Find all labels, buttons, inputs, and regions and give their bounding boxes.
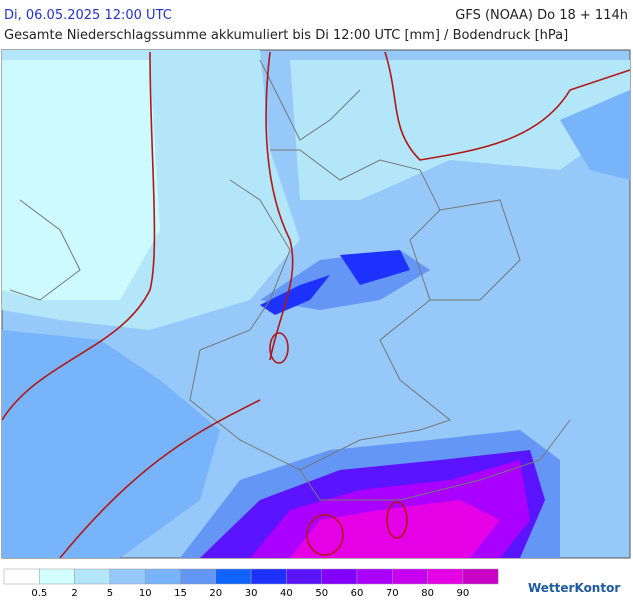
legend-swatch (74, 568, 111, 585)
legend-label: 0.5 (31, 588, 47, 599)
legend: 0.5 2 5 10 15 20 30 40 50 60 70 80 90 (3, 568, 499, 599)
legend-label: 5 (107, 588, 113, 599)
legend-label: 90 (457, 588, 470, 599)
header-datetime: Di, 06.05.2025 12:00 UTC (4, 8, 172, 23)
legend-swatch (286, 568, 322, 585)
legend-swatch (250, 568, 287, 585)
legend-swatch (3, 568, 40, 585)
legend-swatch (462, 568, 499, 585)
legend-label: 50 (315, 588, 328, 599)
legend-swatch (144, 568, 181, 585)
legend-swatch (39, 568, 75, 585)
legend-label: 20 (209, 588, 222, 599)
legend-label: 2 (71, 588, 77, 599)
legend-swatch (427, 568, 464, 585)
legend-swatch (215, 568, 252, 585)
header-title: Gesamte Niederschlagssumme akkumuliert b… (4, 28, 568, 43)
header-model: GFS (NOAA) Do 18 + 114h (455, 8, 628, 23)
legend-label: 15 (174, 588, 187, 599)
map (1, 49, 631, 559)
legend-label: 60 (351, 588, 364, 599)
brand: WetterKontor (528, 581, 620, 595)
legend-swatch (321, 568, 358, 585)
legend-swatch (356, 568, 393, 585)
legend-label: 40 (280, 588, 293, 599)
legend-label: 80 (421, 588, 434, 599)
legend-swatch (109, 568, 146, 585)
legend-swatch (180, 568, 217, 585)
legend-label: 70 (386, 588, 399, 599)
legend-swatch (392, 568, 428, 585)
legend-label: 10 (139, 588, 152, 599)
legend-label: 30 (245, 588, 258, 599)
